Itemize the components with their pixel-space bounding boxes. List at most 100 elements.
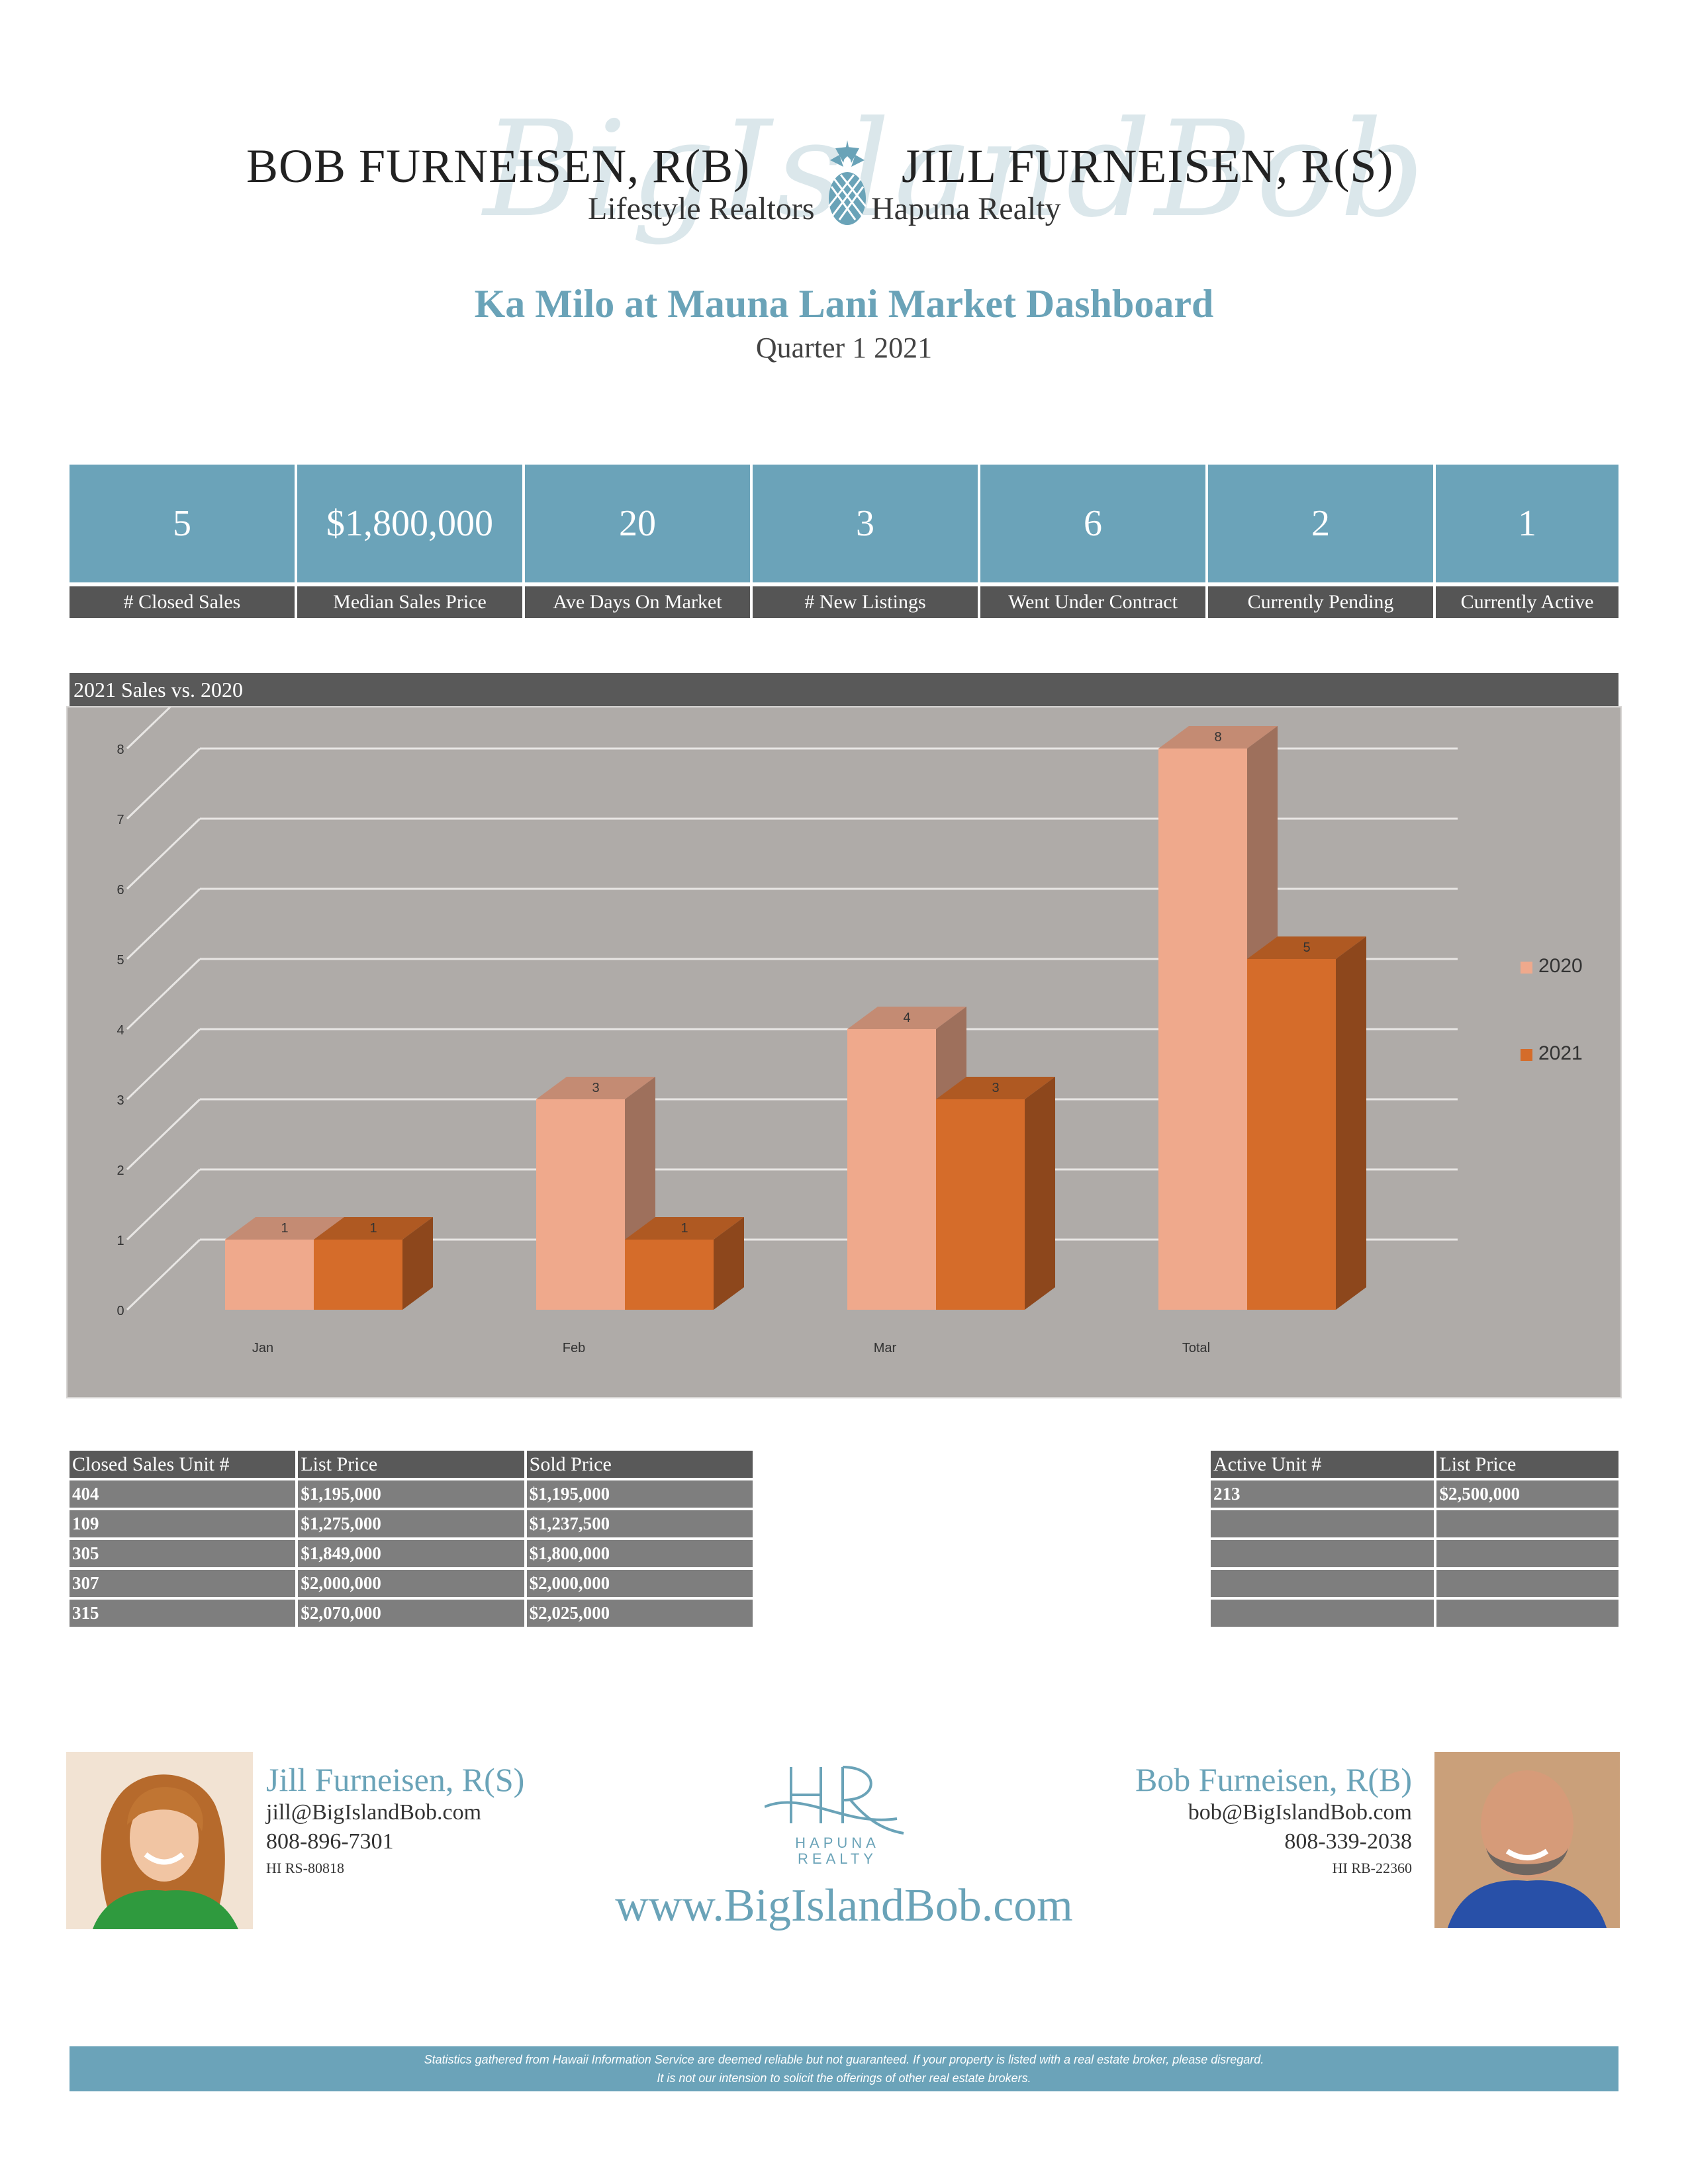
grid-diagonal	[126, 958, 201, 1030]
active-listings-table: Active Unit # List Price 213 $2,500,000	[1208, 1448, 1621, 1629]
table-header-cell: List Price	[298, 1451, 524, 1478]
table-row: 315 $2,070,000 $2,025,000	[70, 1600, 753, 1627]
bar-side	[402, 1217, 433, 1310]
bar-2020-feb	[536, 1099, 625, 1310]
table-cell	[1436, 1510, 1618, 1537]
stat-label-days-on-market: Ave Days On Market	[525, 586, 750, 618]
watermark-signature: BigIslandBob	[483, 93, 1429, 247]
table-row	[1211, 1540, 1618, 1567]
table-cell	[1436, 1570, 1618, 1597]
page-subtitle: Quarter 1 2021	[755, 332, 933, 364]
bar-side	[714, 1217, 744, 1310]
jill-photo	[66, 1752, 253, 1929]
legend-label: 2020	[1538, 955, 1583, 977]
table-cell: $1,800,000	[526, 1540, 753, 1567]
bob-license: HI RB-22360	[1332, 1860, 1412, 1876]
bar-2020-total	[1158, 749, 1247, 1310]
table-cell	[1436, 1600, 1618, 1627]
chart-header: 2021 Sales vs. 2020	[70, 673, 1618, 706]
table-row: 305 $1,849,000 $1,800,000	[70, 1540, 753, 1567]
table-cell: 404	[70, 1480, 296, 1508]
x-tick-label: Jan	[252, 1341, 273, 1355]
bar-2021-total	[1247, 959, 1336, 1310]
bar-2020-jan	[225, 1240, 314, 1310]
table-header-cell: Active Unit #	[1211, 1451, 1434, 1478]
x-tick-label: Feb	[563, 1341, 585, 1355]
stat-label-new-listings: # New Listings	[753, 586, 978, 618]
table-cell	[1211, 1540, 1434, 1567]
table-cell	[1211, 1570, 1434, 1597]
jill-email[interactable]: jill@BigIslandBob.com	[266, 1800, 482, 1825]
bob-photo	[1434, 1752, 1620, 1928]
stat-value-under-contract: 6	[980, 465, 1205, 582]
data-label: 3	[592, 1081, 599, 1095]
data-label: 1	[369, 1221, 377, 1236]
data-label: 8	[1214, 730, 1221, 745]
table-header-cell: Sold Price	[526, 1451, 753, 1478]
y-tick-label: 0	[117, 1304, 124, 1318]
page-title: Ka Milo at Mauna Lani Market Dashboard	[474, 282, 1214, 326]
y-tick-label: 7	[117, 813, 124, 827]
stat-value-active: 1	[1436, 465, 1618, 582]
x-tick-label: Total	[1182, 1341, 1210, 1355]
table-cell	[1211, 1510, 1434, 1537]
y-tick-label: 6	[117, 883, 124, 897]
table-cell: $1,195,000	[526, 1480, 753, 1508]
header-brokerage-left: Lifestyle Realtors	[588, 191, 815, 226]
bob-email[interactable]: bob@BigIslandBob.com	[1188, 1800, 1412, 1825]
y-tick-label: 8	[117, 743, 124, 757]
data-label: 4	[903, 1011, 910, 1025]
table-cell: $2,000,000	[298, 1570, 524, 1597]
data-label: 1	[680, 1221, 688, 1236]
stat-value-closed-sales: 5	[70, 465, 295, 582]
jill-phone[interactable]: 808-896-7301	[266, 1829, 394, 1854]
bar-2020-mar	[847, 1029, 936, 1310]
footer-line-1: Statistics gathered from Hawaii Informat…	[424, 2053, 1264, 2066]
legend-swatch-2020	[1521, 962, 1532, 974]
bar-2021-feb	[625, 1240, 714, 1310]
data-label: 5	[1303, 940, 1310, 955]
y-tick-label: 1	[117, 1234, 124, 1248]
pineapple-icon	[827, 140, 867, 225]
header-name-jill: JILL FURNEISEN, R(S)	[902, 140, 1394, 193]
stat-label-active: Currently Active	[1436, 586, 1618, 618]
grid-diagonal	[126, 1238, 201, 1311]
table-row	[1211, 1510, 1618, 1537]
bar-top	[936, 1077, 1055, 1099]
sales-chart-svg: 0 1 2 3 4 5 6 7 8 1 1 Jan 3 1 Feb 4 3 Mar 8 5 Total 2020 2021	[117, 707, 1583, 1355]
bar-2021-mar	[936, 1099, 1025, 1310]
bob-phone[interactable]: 808-339-2038	[1284, 1829, 1412, 1854]
stat-label-pending: Currently Pending	[1208, 586, 1433, 618]
table-cell: 307	[70, 1570, 296, 1597]
table-header-cell: Closed Sales Unit #	[70, 1451, 296, 1478]
table-cell: 213	[1211, 1480, 1434, 1508]
legend-label: 2021	[1538, 1042, 1583, 1064]
closed-sales-table: Closed Sales Unit # List Price Sold Pric…	[67, 1448, 755, 1629]
logo-line2: REALTY	[798, 1850, 877, 1867]
table-header-cell: List Price	[1436, 1451, 1618, 1478]
y-tick-label: 2	[117, 1163, 124, 1178]
grid-diagonal	[126, 1028, 201, 1101]
grid-diagonal	[126, 747, 201, 820]
y-tick-label: 3	[117, 1093, 124, 1108]
grid-diagonal	[126, 887, 201, 960]
stat-label-closed-sales: # Closed Sales	[70, 586, 295, 618]
website-link[interactable]: www.BigIslandBob.com	[615, 1880, 1073, 1931]
grid-diagonal	[126, 817, 201, 890]
table-cell: $2,070,000	[298, 1600, 524, 1627]
footer-line-2: It is not our intension to solicit the o…	[657, 2071, 1031, 2085]
table-cell: $2,000,000	[526, 1570, 753, 1597]
bar-top	[1158, 726, 1278, 749]
table-row: 213 $2,500,000	[1211, 1480, 1618, 1508]
bar-top	[1247, 936, 1366, 959]
bar-top	[625, 1217, 744, 1240]
table-cell: $1,849,000	[298, 1540, 524, 1567]
header-name-bob: BOB FURNEISEN, R(B)	[246, 140, 751, 193]
bob-name: Bob Furneisen, R(B)	[1135, 1761, 1412, 1798]
header-brokerage-right: Hapuna Realty	[871, 191, 1061, 226]
y-tick-label: 4	[117, 1023, 124, 1038]
table-cell: $2,500,000	[1436, 1480, 1618, 1508]
table-header-row: Active Unit # List Price	[1211, 1451, 1618, 1478]
table-row: 404 $1,195,000 $1,195,000	[70, 1480, 753, 1508]
table-cell: 109	[70, 1510, 296, 1537]
